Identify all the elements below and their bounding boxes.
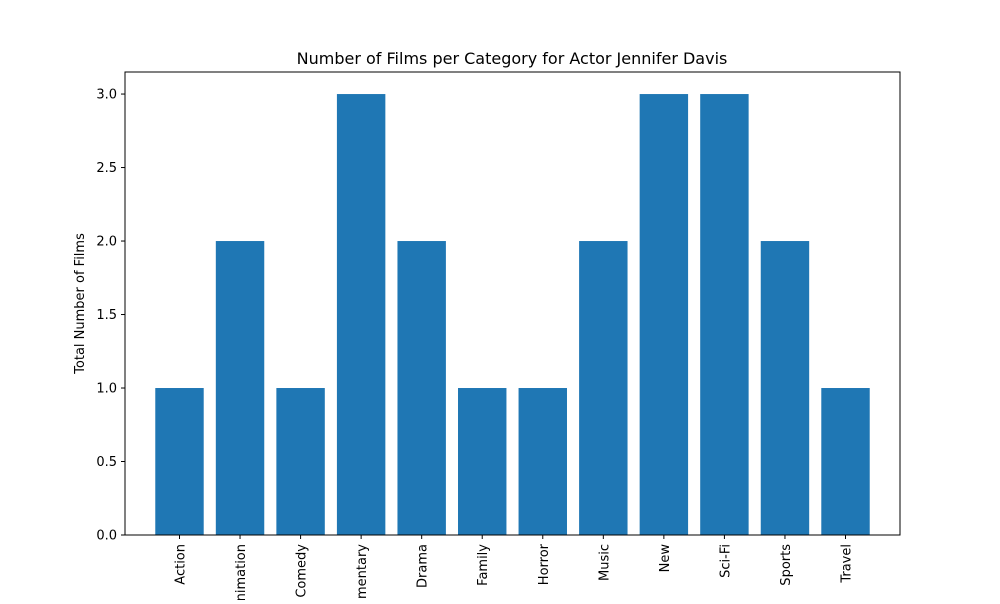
y-ticks-group: 0.0 0.5 1.0 1.5 2.0 2.5 3.0 <box>96 88 125 544</box>
bar-sci-fi <box>700 94 749 536</box>
x-ticks-group: Action Animation Comedy Documentary Drama Fam… <box>173 535 855 600</box>
y-tick-label: 2.0 <box>96 235 117 250</box>
bar-animation <box>215 241 265 536</box>
bar-drama <box>397 241 446 536</box>
y-tick-label: 3.0 <box>96 88 117 103</box>
bar-sports <box>760 241 810 536</box>
bar-horror <box>518 388 567 535</box>
chart-title: Number of Films per Category for Actor J… <box>297 49 728 68</box>
y-tick-label: 1.0 <box>96 382 117 397</box>
bar-travel <box>821 388 870 535</box>
x-tick-label: Action <box>173 544 188 585</box>
bar-family <box>458 388 507 535</box>
x-tick-label: Travel <box>840 544 855 584</box>
plot-frame <box>124 71 901 536</box>
bar-documentary <box>336 94 386 536</box>
bar-comedy <box>276 388 325 535</box>
x-tick-label: Sports <box>779 544 794 586</box>
x-tick-label: New <box>658 544 673 573</box>
y-tick-label: 2.5 <box>96 161 117 176</box>
bars-group <box>155 94 870 536</box>
y-tick-label: 1.5 <box>96 308 117 323</box>
y-axis-label: Total Number of Films <box>73 233 88 375</box>
x-tick-label: Documentary <box>355 544 370 600</box>
x-tick-label: Animation <box>234 544 249 600</box>
x-tick-label: Sci-Fi <box>718 544 733 578</box>
y-tick-label: 0.0 <box>96 529 117 544</box>
x-tick-label: Comedy <box>295 544 310 598</box>
bar-music <box>579 241 628 536</box>
x-tick-label: Drama <box>416 544 431 588</box>
x-tick-label: Music <box>597 544 612 581</box>
bar-action <box>155 388 204 535</box>
bar-new <box>639 94 689 536</box>
x-tick-label: Family <box>476 544 491 586</box>
y-tick-label: 0.5 <box>96 455 117 470</box>
x-tick-label: Horror <box>537 543 552 585</box>
